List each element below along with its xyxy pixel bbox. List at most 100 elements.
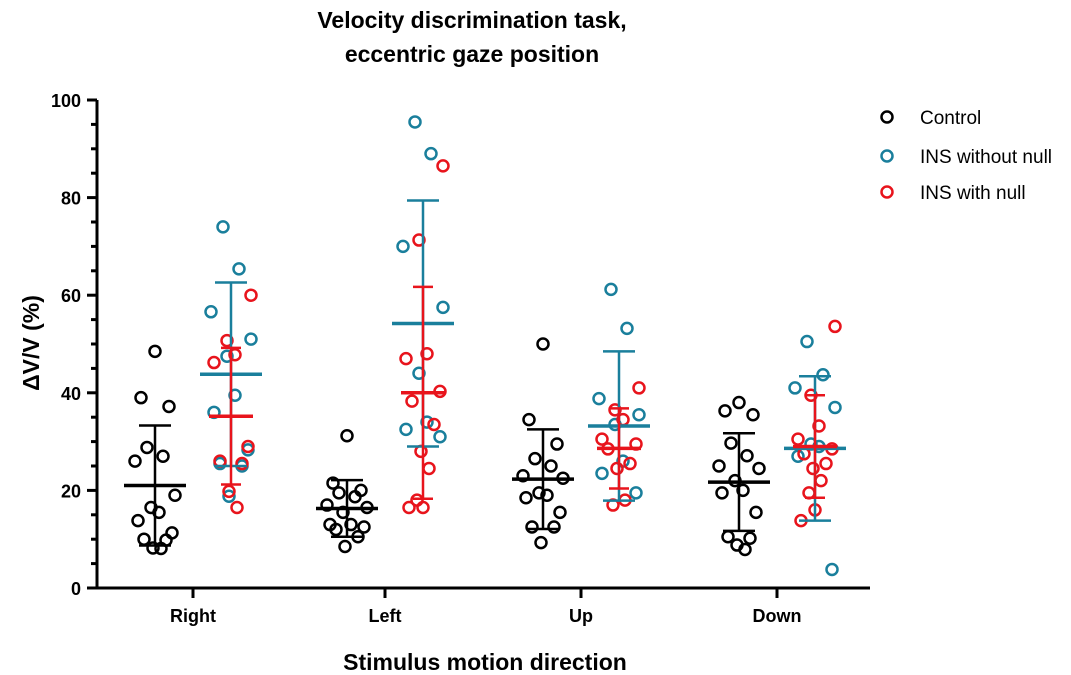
- data-point: [718, 404, 732, 418]
- plot-area: 0 20 40 60 80 100 Right Left Up Down: [51, 91, 870, 626]
- data-point: [420, 347, 434, 361]
- data-point: [791, 432, 805, 446]
- data-point: [244, 288, 258, 302]
- data-point: [436, 159, 450, 173]
- data-point: [715, 486, 729, 500]
- data-point: [525, 520, 539, 534]
- data-point: [148, 344, 162, 359]
- legend-label-ins-without-null: INS without null: [920, 147, 1052, 168]
- data-point: [604, 282, 618, 297]
- y-tick-label: 60: [61, 286, 81, 306]
- data-point: [536, 337, 550, 351]
- legend-item-control: Control: [880, 108, 981, 129]
- data-point: [235, 456, 249, 471]
- data-point: [230, 500, 244, 515]
- data-point: [207, 355, 221, 370]
- data-point: [348, 489, 362, 504]
- data-point: [204, 305, 218, 319]
- data-point: [220, 349, 234, 363]
- data-point: [222, 489, 236, 504]
- data-point: [424, 146, 438, 161]
- data-point: [416, 500, 430, 515]
- data-point: [220, 333, 234, 348]
- data-point: [629, 486, 643, 500]
- data-point: [396, 239, 410, 254]
- legend-item-ins-without-null: INS without null: [880, 147, 1052, 168]
- data-point: [422, 461, 436, 476]
- data-point: [146, 541, 160, 555]
- data-point: [632, 408, 646, 422]
- data-point: [131, 513, 145, 528]
- data-point: [320, 498, 334, 512]
- data-point: [427, 417, 441, 432]
- data-point: [623, 456, 637, 471]
- data-point: [819, 456, 833, 471]
- data-point: [412, 233, 426, 247]
- data-point: [162, 399, 176, 414]
- data-point: [746, 408, 760, 422]
- legend-marker-ins-without-null: [880, 149, 894, 163]
- data-point: [743, 531, 757, 545]
- data-point: [228, 388, 242, 402]
- data-point: [168, 488, 182, 503]
- data-point: [241, 439, 255, 454]
- y-tick-label: 20: [61, 481, 81, 501]
- data-point: [156, 449, 170, 463]
- data-point: [595, 466, 609, 481]
- data-point: [399, 351, 413, 366]
- data-point: [402, 500, 416, 515]
- data-point: [344, 517, 358, 532]
- data-point: [244, 332, 258, 346]
- legend-label-control: Control: [920, 108, 981, 129]
- data-point: [528, 451, 542, 466]
- data-point: [134, 390, 148, 405]
- data-point: [816, 367, 830, 382]
- data-point: [610, 461, 624, 476]
- data-point: [828, 319, 842, 334]
- data-point: [788, 381, 802, 395]
- legend-label-ins-with-null: INS with null: [920, 183, 1026, 204]
- data-point: [800, 334, 814, 349]
- x-tick-label: Down: [753, 606, 802, 626]
- data-point: [516, 469, 530, 483]
- data-point: [357, 520, 371, 534]
- data-point: [332, 486, 346, 500]
- data-point: [724, 436, 738, 450]
- data-point: [738, 542, 752, 557]
- data-point: [216, 220, 230, 234]
- x-axis-title: Stimulus motion direction: [343, 649, 627, 675]
- data-point: [232, 262, 246, 276]
- data-point: [137, 532, 151, 546]
- data-point: [740, 449, 754, 463]
- data-point: [721, 530, 735, 544]
- y-tick-label: 80: [61, 189, 81, 209]
- data-point: [547, 520, 561, 534]
- y-axis-title: ΔV/V (%): [18, 295, 44, 391]
- data-point: [712, 459, 726, 473]
- data-point: [749, 505, 763, 520]
- legend: Control INS without null INS with null: [880, 108, 1052, 204]
- data-point: [812, 419, 826, 433]
- legend-item-ins-with-null: INS with null: [880, 183, 1026, 204]
- data-point: [592, 391, 606, 406]
- data-point: [399, 422, 413, 437]
- data-point: [608, 403, 622, 417]
- data-point: [436, 300, 450, 315]
- data-point: [620, 321, 634, 336]
- chart-title-line-2: eccentric gaze position: [345, 41, 599, 67]
- data-point: [408, 115, 422, 129]
- data-point: [519, 490, 533, 505]
- chart-title-line-1: Velocity discrimination task,: [317, 7, 626, 33]
- data-point: [550, 437, 564, 451]
- data-point: [128, 454, 142, 468]
- x-tick-label: Left: [369, 606, 402, 626]
- data-point: [420, 415, 434, 429]
- data-point: [140, 440, 154, 455]
- data-point: [405, 394, 419, 408]
- data-point: [752, 461, 766, 476]
- data-point: [814, 473, 828, 488]
- data-point: [736, 483, 750, 498]
- data-point: [152, 505, 166, 520]
- data-point: [340, 428, 354, 443]
